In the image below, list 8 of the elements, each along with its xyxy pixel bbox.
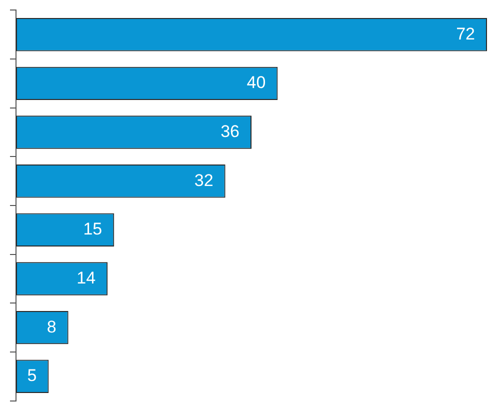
data-label: 32	[194, 170, 214, 190]
data-label: 72	[456, 24, 475, 44]
data-label: 15	[83, 220, 102, 239]
data-label: 40	[246, 73, 266, 92]
data-label: 14	[76, 268, 96, 288]
data-label: 8	[46, 317, 56, 336]
data-label: 36	[220, 122, 240, 141]
data-label: 5	[27, 366, 37, 386]
